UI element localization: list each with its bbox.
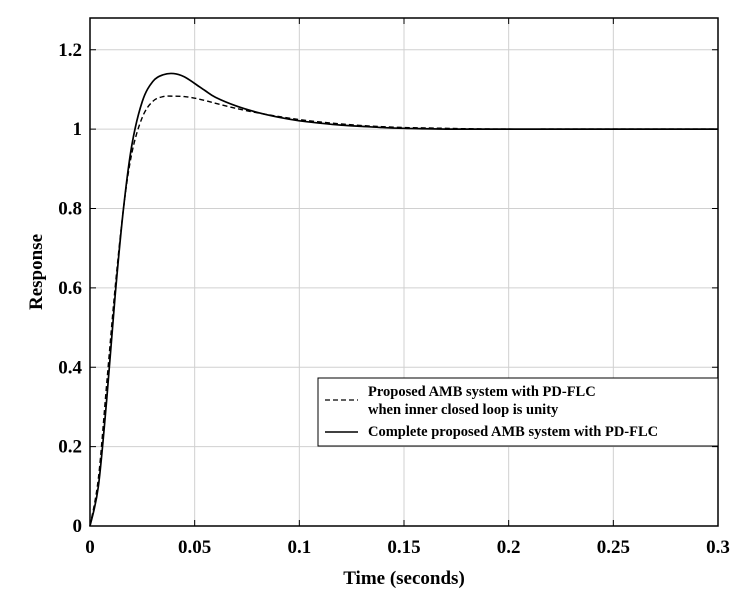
y-tick-label: 0.6 <box>58 278 82 299</box>
x-tick-label: 0 <box>85 537 95 558</box>
series-line-solid <box>89 72 718 527</box>
legend-box <box>317 377 719 447</box>
y-tick-label: 0.4 <box>58 357 82 378</box>
series-lines <box>89 72 718 527</box>
x-tick-label: 0.2 <box>497 537 521 558</box>
x-tick-label: 0.25 <box>597 537 630 558</box>
y-tick-label: 0.8 <box>58 199 82 220</box>
x-tick-label: 0.3 <box>706 537 730 558</box>
y-axis-label: Response <box>26 234 47 310</box>
legend-entry-solid: Complete proposed AMB system with PD-FLC <box>368 424 658 440</box>
y-tick-label: 0 <box>73 516 83 537</box>
legend-entry-dashed: Proposed AMB system with PD-FLC <box>368 384 596 400</box>
legend-entry-dashed-line2: when inner closed loop is unity <box>368 402 559 418</box>
x-tick-label: 0.05 <box>178 537 211 558</box>
grid-lines <box>89 18 719 527</box>
legend: Proposed AMB system with PD-FLC when inn… <box>317 377 719 447</box>
x-axis-label: Time (seconds) <box>343 568 465 589</box>
x-tick-label: 0.15 <box>387 537 420 558</box>
x-tick-label: 0.1 <box>287 537 311 558</box>
tick-labels: 0 0.05 0.1 0.15 0.2 0.25 0.3 0 0.2 0.4 0.6 0.8 1 1.2 <box>58 18 730 558</box>
y-tick-label: 0.2 <box>58 437 82 458</box>
y-tick-label: 1.2 <box>58 40 82 61</box>
y-tick-label: 1 <box>73 119 83 140</box>
